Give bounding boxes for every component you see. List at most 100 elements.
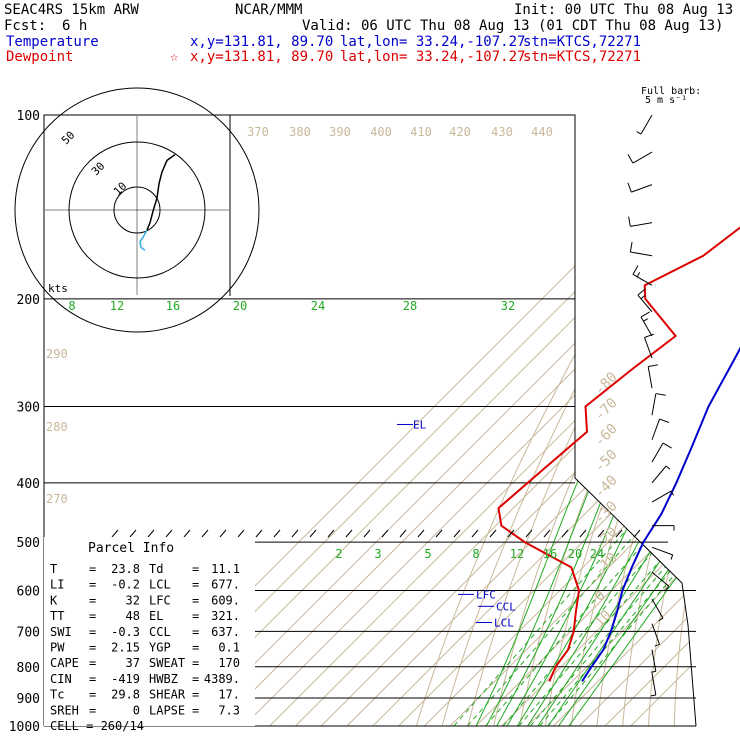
isotherm-line	[191, 115, 696, 726]
parcel-value: -0.3	[111, 625, 140, 639]
parcel-equals: =	[89, 562, 96, 576]
theta-tick-label: 380	[289, 125, 311, 139]
wind-barb	[651, 442, 672, 463]
parcel-equals: =	[89, 703, 96, 717]
wind-barb-staff	[651, 571, 670, 587]
mixing-ratio-line	[547, 530, 696, 726]
valid-time: Valid: 06 UTC Thu 08 Aug 13 (01 CDT Thu …	[302, 18, 724, 34]
wind-barb	[651, 465, 671, 484]
hatch-tick	[255, 529, 263, 538]
hatch-tick	[417, 529, 425, 538]
hodograph-units-label: kts	[48, 282, 68, 295]
isotherm-line	[578, 115, 696, 726]
pressure-tick-label: 500	[17, 536, 40, 551]
parcel-value: 321.	[211, 609, 240, 623]
plot-frame	[43, 114, 697, 727]
parcel-equals: =	[89, 672, 96, 686]
parcel-value: 17.	[218, 688, 240, 702]
wind-barb	[651, 490, 674, 503]
isotherm-line	[424, 115, 696, 726]
moist-adiabat-tick-label: 24	[311, 299, 325, 313]
mixing-ratio-tick-label: 2	[335, 547, 342, 561]
hatch-tick	[345, 529, 353, 538]
parcel-equals: =	[192, 688, 199, 702]
hatch-tick	[201, 529, 209, 538]
parcel-key: SHEAR	[149, 688, 186, 702]
moist-adiabat-tick-label: 28	[403, 299, 417, 313]
parcel-key: CELL = 260/14	[50, 719, 144, 733]
parcel-key: SWEAT	[149, 656, 185, 670]
parcel-value: 29.8	[111, 688, 140, 702]
isotherm-line	[553, 115, 696, 726]
fcst-value: 6 h	[62, 18, 88, 34]
hatch-tick	[381, 529, 389, 538]
wind-barb	[632, 265, 653, 286]
wind-barb-flag	[670, 490, 674, 496]
parcel-value: 0	[133, 703, 140, 717]
theta-tick-label: 400	[370, 125, 392, 139]
parcel-equals: =	[192, 578, 199, 592]
parcel-key: K	[50, 593, 58, 607]
moist-adiabat-tick-label: 12	[110, 299, 124, 313]
hatch-tick	[219, 529, 227, 538]
theta-tick-label: 290	[46, 347, 68, 361]
wind-barb-flag	[637, 288, 646, 296]
marker-label-el: EL	[413, 418, 427, 431]
hatch-tick	[453, 529, 461, 538]
wind-barb	[627, 151, 653, 164]
wind-barb-flag	[640, 295, 646, 300]
mixing-ratio-tick-label: 5	[424, 547, 431, 561]
wind-barb-staff	[651, 490, 672, 503]
wind-barb-staff	[632, 151, 653, 164]
star-icon: ☆	[170, 49, 179, 65]
parcel-equals: =	[89, 688, 96, 702]
wind-barb	[629, 242, 653, 257]
wind-barb-staff	[632, 273, 653, 286]
wind-barbs	[627, 114, 675, 697]
dry-adiabat-line	[415, 115, 696, 726]
pressure-tick-label: 100	[17, 109, 40, 124]
mixing-ratio-tick-label: 12	[510, 547, 524, 561]
parcel-value: 170	[218, 656, 240, 670]
theta-tick-label: 410	[410, 125, 432, 139]
wind-barb	[627, 182, 653, 193]
theta-tick-label: 270	[46, 492, 68, 506]
wind-barb-flag	[665, 465, 671, 470]
wind-barb-flag	[627, 154, 634, 164]
hatch-tick	[309, 529, 317, 538]
parcel-value: 637.	[211, 625, 240, 639]
wind-barb-staff	[651, 418, 660, 440]
wind-barb-staff	[630, 251, 653, 257]
wind-barb-staff	[630, 222, 653, 227]
hatch-tick	[291, 529, 299, 538]
wind-barb	[650, 673, 657, 697]
parcel-equals: =	[192, 609, 199, 623]
diagram-border	[43, 114, 697, 727]
wind-barb	[651, 546, 674, 560]
parcel-equals: =	[89, 641, 96, 655]
moist-adiabat-tick-label: 20	[233, 299, 247, 313]
mixing-ratio-line	[467, 530, 639, 726]
mixing-ratio-line	[485, 530, 655, 726]
theta-tick-label: 420	[449, 125, 471, 139]
mixing-ratio-tick-label: 3	[374, 547, 381, 561]
parcel-equals: =	[192, 656, 199, 670]
wind-barb	[650, 649, 657, 673]
hatch-tick	[273, 529, 281, 538]
theta-tick-label: 370	[247, 125, 269, 139]
wind-barb-flag	[654, 643, 660, 647]
mixing-ratio-line	[518, 530, 686, 726]
parcel-value: 609.	[211, 593, 240, 607]
wind-barb-flag	[644, 333, 655, 338]
parcel-equals: =	[89, 656, 96, 670]
hatch-tick	[615, 529, 623, 538]
wind-barb-staff	[651, 598, 664, 619]
parcel-equals: =	[89, 609, 96, 623]
hatch-tick	[237, 529, 245, 538]
pressure-tick-label: 1000	[9, 720, 40, 735]
hodograph-ring	[14, 87, 260, 333]
wind-barb-staff	[651, 546, 673, 556]
